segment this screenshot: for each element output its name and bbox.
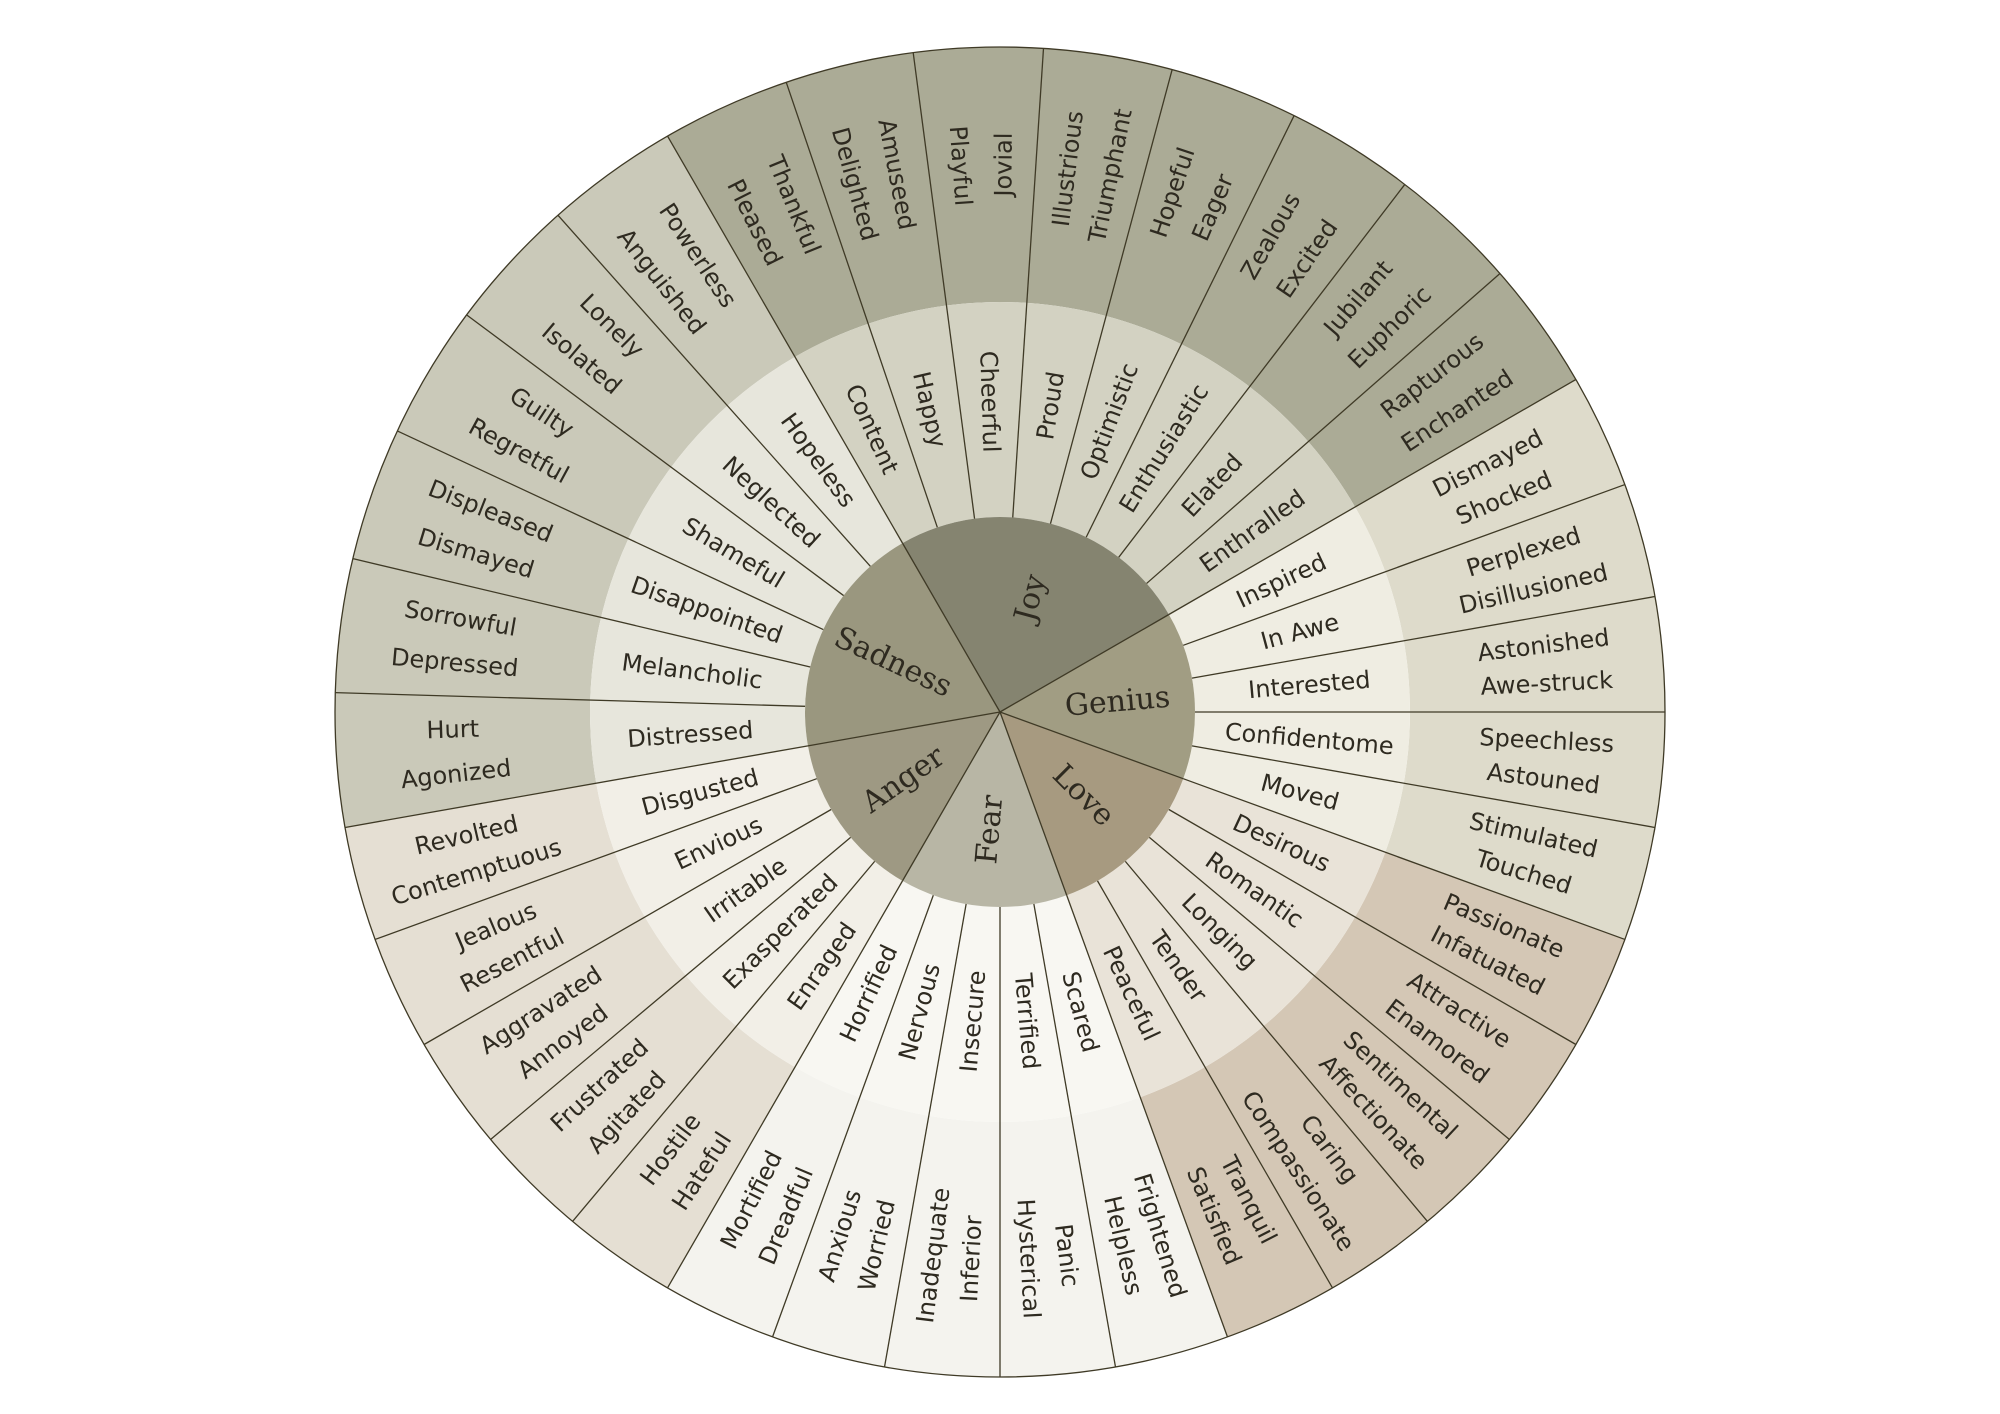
- segment-divider: [1168, 808, 1577, 1046]
- segment-divider: [1146, 273, 1501, 584]
- core-label-fear: Fear: [969, 793, 1010, 866]
- segment-divider: [1148, 836, 1510, 1140]
- outer-label-playful: Playful: [944, 125, 978, 207]
- outer-label-hysterical: Hysterical: [1012, 1198, 1046, 1319]
- segment-divider: [466, 314, 844, 597]
- wheel-dividers: [334, 46, 1666, 1378]
- segment-divider: [1124, 860, 1428, 1222]
- sadness-outer-ring: [335, 136, 795, 828]
- anger-core: [807, 712, 1000, 881]
- segment-divider: [1183, 778, 1626, 941]
- segment-divider: [1033, 903, 1117, 1368]
- wheel-fills: [335, 47, 1665, 1378]
- love-core: [1000, 712, 1184, 896]
- outer-label-jovial: Jovial: [989, 132, 1017, 198]
- wheel-border: [334, 46, 1666, 1378]
- genius-mid-ring: [1168, 507, 1410, 853]
- love-mid-ring: [1066, 778, 1386, 1098]
- segment-divider: [1191, 745, 1656, 829]
- segment-divider: [1191, 595, 1656, 679]
- segment-divider: [666, 880, 904, 1289]
- segment-divider: [1096, 880, 1334, 1289]
- mid-label-cheerful: Cheerful: [974, 350, 1005, 453]
- sadness-mid-ring: [590, 356, 903, 784]
- segment-divider: [557, 214, 871, 567]
- segment-divider: [423, 808, 832, 1046]
- joy-outer-ring: [667, 47, 1576, 507]
- fear-core: [902, 712, 1067, 907]
- segment-divider: [344, 745, 809, 829]
- fear-outer-ring: [667, 1067, 1228, 1378]
- joy-mid-ring: [795, 302, 1356, 615]
- segment-divider: [1118, 184, 1406, 558]
- segment-divider: [572, 860, 876, 1222]
- outer-label-inferior: Inferior: [955, 1215, 988, 1303]
- segment-divider: [490, 836, 852, 1140]
- segment-divider: [1168, 378, 1577, 616]
- segment-divider: [883, 903, 967, 1368]
- segment-divider: [771, 895, 934, 1338]
- fear-core-divider: [999, 711, 1068, 896]
- love-core-divider: [999, 711, 1184, 780]
- segment-divider: [785, 82, 938, 528]
- anger-mid-ring: [596, 745, 903, 1068]
- genius-outer-ring: [1355, 379, 1665, 940]
- segment-divider: [912, 52, 976, 519]
- anger-core-divider: [901, 711, 1001, 882]
- genius-core: [1000, 614, 1195, 779]
- segment-divider: [352, 558, 811, 668]
- segment-divider: [1183, 483, 1626, 646]
- segment-divider: [1066, 895, 1229, 1338]
- fear-mid-ring: [795, 880, 1141, 1122]
- segment-divider: [374, 778, 817, 941]
- segment-divider: [335, 692, 806, 707]
- outer-label-hurt: Hurt: [426, 715, 479, 745]
- segment-divider: [666, 135, 904, 544]
- joy-core: [902, 517, 1169, 712]
- outer-label-awe-struck: Awe-struck: [1480, 666, 1614, 701]
- genius-core-divider: [999, 613, 1170, 713]
- segment-divider: [397, 430, 824, 631]
- segment-divider: [1085, 115, 1295, 538]
- segment-divider: [1012, 48, 1045, 518]
- sadness-core-divider: [807, 711, 1001, 747]
- sadness-core: [805, 543, 1000, 746]
- joy-core-divider: [901, 542, 1001, 713]
- segment-divider: [1049, 69, 1173, 524]
- love-outer-ring: [1140, 852, 1625, 1337]
